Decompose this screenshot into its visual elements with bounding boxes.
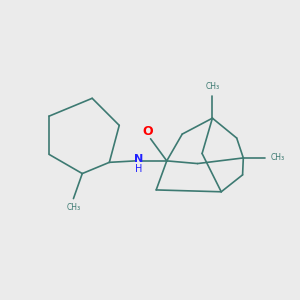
Text: N: N bbox=[134, 154, 143, 164]
Text: CH₃: CH₃ bbox=[205, 82, 220, 91]
Text: H: H bbox=[134, 164, 142, 174]
Text: CH₃: CH₃ bbox=[271, 153, 285, 162]
Text: O: O bbox=[142, 125, 153, 138]
Text: CH₃: CH₃ bbox=[66, 203, 80, 212]
